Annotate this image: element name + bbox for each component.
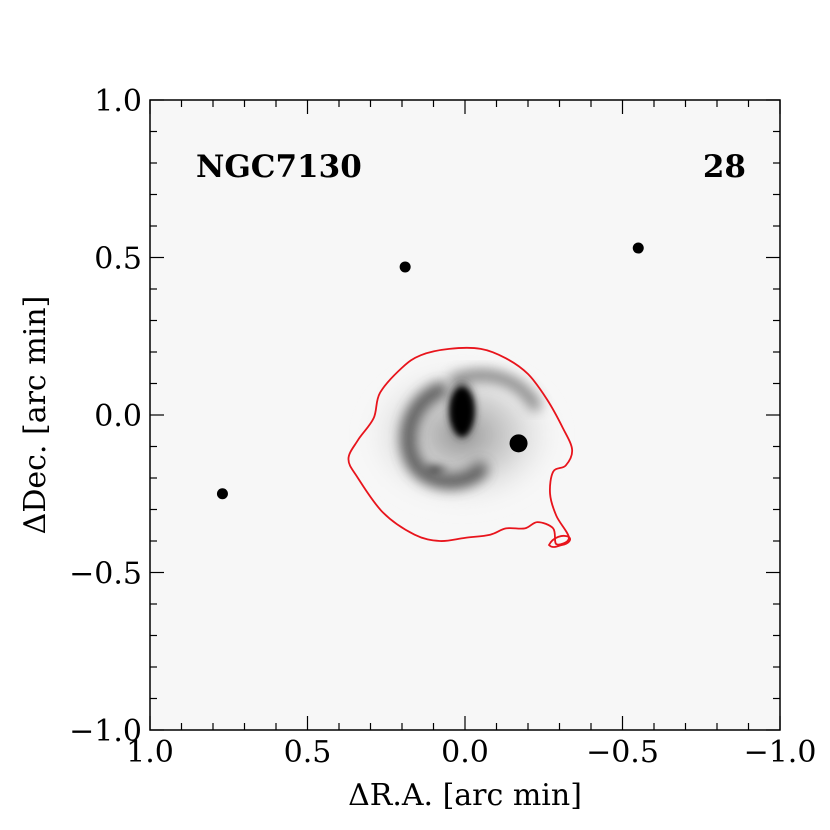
x-axis-label: ΔR.A. [arc min]	[348, 778, 582, 813]
y-tick-label: 0.0	[94, 399, 142, 434]
x-tick-label: 1.0	[126, 735, 174, 770]
x-tick-label: −1.0	[744, 735, 817, 770]
x-tick-label: −0.5	[586, 735, 659, 770]
spiral-arm-north	[449, 369, 541, 411]
y-tick-label: 1.0	[94, 84, 142, 119]
arm-knot	[417, 460, 453, 480]
y-tick-label: 0.5	[94, 242, 142, 277]
star-point	[509, 434, 528, 453]
x-tick-label: 0.5	[284, 735, 332, 770]
contour-blob	[547, 534, 571, 548]
star-point	[399, 261, 411, 273]
y-axis-label: ΔDec. [arc min]	[18, 296, 53, 535]
contour-line	[347, 346, 574, 546]
y-tick-label: −1.0	[69, 714, 142, 749]
x-tick-label: 0.0	[441, 735, 489, 770]
galaxy-image	[216, 242, 644, 548]
y-tick-label: −0.5	[69, 557, 142, 592]
panel-number: 28	[703, 149, 746, 185]
galaxy-nucleus	[452, 388, 472, 436]
plot-frame	[149, 99, 781, 731]
star-point	[216, 488, 228, 500]
galaxy-label: NGC7130	[196, 149, 362, 185]
star-point	[632, 242, 644, 254]
